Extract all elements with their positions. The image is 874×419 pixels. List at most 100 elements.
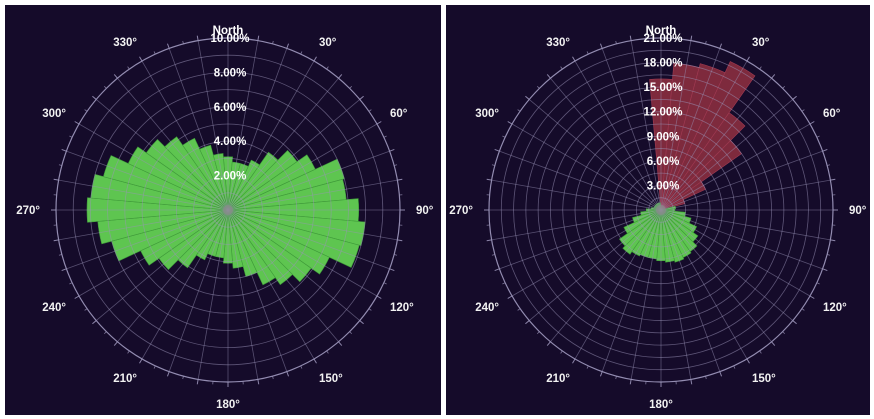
grid-minor-tick — [782, 331, 786, 335]
grid-spoke — [227, 209, 315, 360]
grid-tick — [286, 371, 290, 377]
grid-minor-tick — [103, 331, 107, 335]
angle-label: 270° — [449, 205, 473, 217]
grid-minor-tick — [127, 350, 130, 354]
grid-minor-tick — [615, 376, 617, 380]
grid-tick — [690, 35, 693, 41]
grid-minor-tick — [272, 40, 274, 44]
north-label: North — [646, 25, 677, 37]
grid-spoke — [227, 60, 315, 211]
grid-tick — [719, 371, 723, 377]
grid-spoke — [227, 209, 259, 380]
grid-minor-tick — [58, 254, 62, 256]
grid-tick — [139, 56, 143, 62]
north-label: North — [213, 25, 244, 37]
grid-minor-tick — [349, 85, 353, 89]
grid-minor-tick — [127, 66, 130, 70]
grid-tick — [166, 43, 170, 49]
grid-tick — [507, 295, 513, 299]
grid-spoke — [601, 48, 662, 211]
angle-label: 30° — [752, 37, 770, 49]
angle-label: 270° — [16, 205, 40, 217]
grid-spoke — [499, 209, 662, 270]
grid-spoke — [499, 150, 662, 211]
grid-minor-tick — [300, 365, 303, 369]
grid-spoke — [95, 99, 229, 211]
angle-label: 330° — [113, 37, 137, 49]
grid-tick — [572, 56, 576, 62]
grid-spoke — [227, 209, 361, 321]
angle-label: 180° — [216, 399, 240, 411]
grid-spoke — [660, 150, 823, 211]
grid-minor-tick — [58, 164, 62, 166]
grid-tick — [74, 295, 80, 299]
grid-spoke — [168, 48, 229, 211]
grid-tick — [196, 379, 199, 385]
angle-label: 300° — [42, 108, 66, 120]
grid-minor-tick — [368, 109, 372, 112]
grid-spoke — [660, 123, 811, 211]
grid-minor-tick — [182, 376, 184, 380]
grid-tick — [338, 74, 343, 79]
grid-minor-tick — [536, 331, 540, 335]
grid-spoke — [197, 40, 229, 211]
grid-minor-tick — [84, 109, 88, 112]
grid-minor-tick — [816, 282, 820, 285]
grid-spoke — [630, 40, 662, 211]
grid-tick — [359, 95, 364, 100]
grid-spoke — [528, 209, 662, 321]
grid-spoke — [227, 48, 288, 211]
grid-tick — [486, 178, 492, 181]
grid-minor-tick — [827, 164, 831, 166]
grid-spoke — [227, 209, 390, 270]
grid-spoke — [117, 77, 229, 211]
grid-spoke — [660, 209, 748, 360]
angle-label: 300° — [475, 108, 499, 120]
grid-minor-tick — [153, 365, 156, 369]
grid-minor-tick — [782, 85, 786, 89]
grid-spoke — [197, 209, 229, 380]
grid-tick — [61, 268, 67, 272]
grid-tick — [629, 35, 632, 41]
grid-spoke — [66, 209, 229, 270]
grid-minor-tick — [517, 109, 521, 112]
grid-tick — [74, 121, 80, 125]
radial-label: 15.00% — [643, 82, 682, 94]
grid-tick — [113, 341, 118, 346]
grid-minor-tick — [816, 135, 820, 138]
grid-tick — [822, 148, 828, 152]
grid-spoke — [660, 209, 721, 372]
grid-spoke — [550, 77, 662, 211]
grid-minor-tick — [153, 51, 156, 55]
grid-spoke — [660, 209, 831, 241]
grid-tick — [809, 295, 815, 299]
grid-tick — [822, 268, 828, 272]
grid-spoke — [574, 60, 662, 211]
grid-tick — [771, 341, 776, 346]
polar-grid — [51, 33, 405, 387]
wind-rose-panel-right: North 30° 60° 90° 120° 150° 180° 210° 240° 270° 30… — [446, 5, 870, 415]
polar-grid — [484, 33, 838, 387]
grid-spoke — [78, 209, 229, 297]
grid-spoke — [660, 209, 794, 321]
grid-spoke — [574, 209, 662, 360]
grid-tick — [139, 358, 143, 364]
angle-label: 150° — [752, 373, 776, 385]
grid-minor-tick — [705, 40, 707, 44]
grid-minor-tick — [801, 308, 805, 311]
grid-tick — [92, 95, 97, 100]
angle-label: 240° — [42, 302, 66, 314]
grid-tick — [53, 239, 59, 242]
grid-minor-tick — [517, 308, 521, 311]
wind-rose-panel-left: North 30° 60° 90° 120° 150° 180° 210° 240° 270° 30… — [5, 5, 441, 415]
grid-tick — [792, 320, 797, 325]
radial-labels: 2.00% 4.00% 6.00% 8.00% 10.00% — [210, 33, 249, 183]
grid-spoke — [227, 123, 378, 211]
grid-spoke — [660, 60, 748, 211]
grid-minor-tick — [394, 164, 398, 166]
grid-minor-tick — [383, 135, 387, 138]
grid-spoke — [141, 209, 229, 360]
grid-tick — [830, 239, 836, 242]
grid-minor-tick — [383, 282, 387, 285]
grid-tick — [507, 121, 513, 125]
